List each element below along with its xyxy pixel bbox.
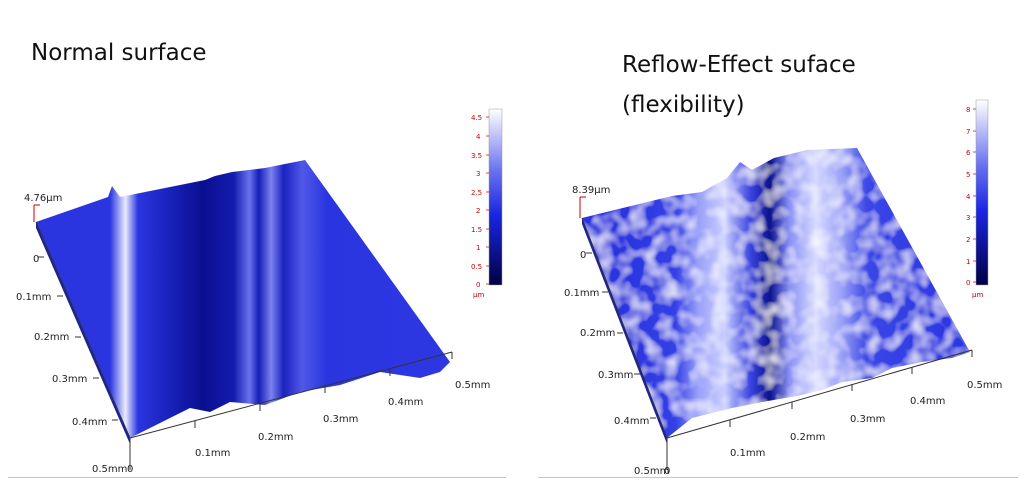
- colorbar-tick: 1: [476, 244, 480, 252]
- y-tick-5: 0.5mm: [92, 464, 127, 475]
- reflow-surface-panel: Reflow-Effect suface (flexibility): [512, 0, 1024, 502]
- colorbar-unit: µm: [972, 291, 983, 299]
- y-tick-2: 0.2mm: [34, 332, 69, 343]
- y-tick-2: 0.2mm: [580, 328, 615, 339]
- colorbar-tick: 4.5: [471, 114, 482, 122]
- colorbar: [488, 108, 503, 286]
- colorbar-tick: 1.5: [471, 226, 482, 234]
- y-tick-3: 0.3mm: [598, 370, 633, 381]
- y-tick-4: 0.4mm: [72, 417, 107, 428]
- reflow-surface-title: Reflow-Effect suface: [622, 52, 856, 78]
- y-tick-0: 0: [33, 254, 39, 265]
- x-axis-line: [129, 351, 453, 439]
- height-readout: 8.39µm: [572, 185, 610, 196]
- height-readout: 4.76µm: [24, 193, 62, 204]
- normal-surface-3d-plot: 4.76µm 0 0.1mm 0.2mm 0.3mm 0.4mm 0.5mm 0…: [16, 108, 503, 475]
- panel-divider-line: [538, 477, 1018, 478]
- normal-surface-panel: Normal surface: [8, 40, 506, 478]
- colorbar-tick: 2: [966, 236, 970, 244]
- surface-mesh: [36, 160, 450, 438]
- y-axis-line: [35, 221, 131, 439]
- colorbar-tick: 3.5: [471, 152, 482, 160]
- x-tick-0: 0: [127, 464, 133, 475]
- reflow-surface-3d-plot: 8.39µm 0 0.1mm 0.2mm 0.3mm 0.4mm 0.5mm 0…: [564, 99, 1002, 477]
- reflow-surface-subtitle: (flexibility): [622, 92, 745, 118]
- colorbar-tick: 7: [966, 128, 970, 136]
- y-axis-line: [581, 217, 668, 439]
- x-tick-4: 0.4mm: [388, 397, 423, 408]
- x-tick-1: 0.1mm: [195, 448, 230, 459]
- y-tick-0: 0: [580, 250, 586, 261]
- y-tick-1: 0.1mm: [564, 288, 599, 299]
- surface-mesh: [582, 148, 970, 438]
- colorbar-tick: 3: [476, 170, 480, 178]
- x-tick-5: 0.5mm: [455, 380, 490, 391]
- x-tick-2: 0.2mm: [258, 432, 293, 443]
- y-tick-5: 0.5mm: [634, 466, 669, 477]
- x-tick-3: 0.3mm: [850, 414, 885, 425]
- colorbar-tick: 3: [966, 214, 970, 222]
- colorbar-tick: 5: [966, 171, 970, 179]
- normal-surface-title: Normal surface: [31, 40, 207, 66]
- colorbar-tick: 2.5: [471, 189, 482, 197]
- colorbar-tick: 4: [476, 133, 481, 141]
- colorbar-tick: 4: [966, 193, 971, 201]
- x-tick-1: 0.1mm: [730, 448, 765, 459]
- colorbar-tick: 2: [476, 207, 480, 215]
- y-tick-1: 0.1mm: [16, 292, 51, 303]
- x-tick-0: 0: [664, 466, 670, 477]
- colorbar-tick: 0: [966, 279, 970, 287]
- x-tick-3: 0.3mm: [323, 414, 358, 425]
- colorbar-tick: 0.5: [471, 263, 482, 271]
- y-tick-4: 0.4mm: [614, 416, 649, 427]
- x-tick-4: 0.4mm: [910, 396, 945, 407]
- colorbar-unit: µm: [473, 291, 484, 299]
- colorbar-tick: 6: [966, 149, 971, 157]
- x-tick-5: 0.5mm: [967, 380, 1002, 391]
- colorbar-tick: 1: [966, 258, 970, 266]
- colorbar-tick: 0: [476, 281, 480, 289]
- x-axis-line: [666, 349, 973, 439]
- x-tick-2: 0.2mm: [790, 432, 825, 443]
- colorbar-tick: 8: [966, 106, 970, 114]
- y-tick-3: 0.3mm: [52, 374, 87, 385]
- colorbar: [975, 99, 989, 286]
- panel-divider-line: [8, 477, 506, 478]
